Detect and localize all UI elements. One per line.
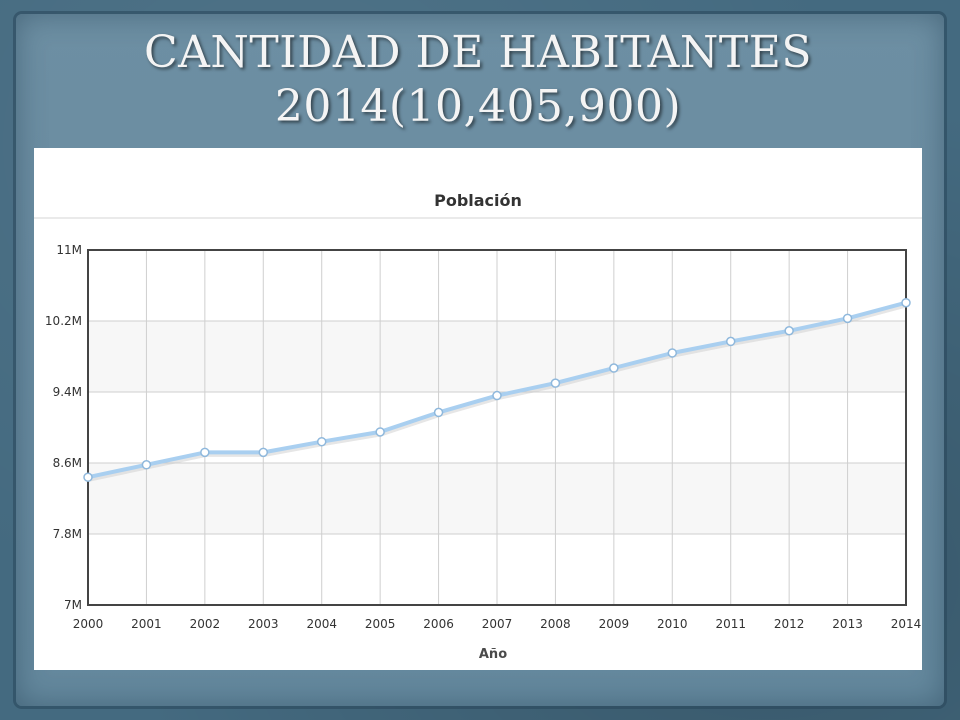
x-tick-label: 2007: [482, 617, 513, 631]
data-point[interactable]: [667, 348, 678, 358]
data-point[interactable]: [141, 460, 152, 470]
x-tick-label: 2001: [131, 617, 162, 631]
x-tick-label: 2003: [248, 617, 279, 631]
data-point[interactable]: [258, 447, 269, 458]
x-tick-label: 2006: [423, 617, 454, 631]
data-point[interactable]: [316, 436, 327, 447]
x-tick-label: 2005: [365, 617, 396, 631]
x-axis-label: Año: [479, 647, 507, 662]
y-tick-label: 9.4M: [53, 385, 82, 399]
x-tick-label: 2000: [73, 617, 104, 631]
y-tick-label: 8.6M: [53, 456, 82, 470]
x-tick-label: 2012: [774, 617, 805, 631]
data-point[interactable]: [842, 313, 853, 324]
slide-title: CANTIDAD DE HABITANTES 2014(10,405,900): [34, 26, 922, 134]
slide-title-line2: 2014(10,405,900): [274, 81, 682, 132]
x-tick-label: 2004: [306, 617, 337, 631]
slide-title-line1: CANTIDAD DE HABITANTES: [143, 27, 813, 78]
y-axis-ticks: 7M 7.8M 8.6M 9.4M 10.2M 11M: [45, 243, 82, 612]
x-tick-label: 2002: [190, 617, 221, 631]
chart-container: Población 7M 7.8M 8.6M 9.4M 10.2M 11M 2000 200…: [34, 148, 922, 670]
x-axis-ticks: 2000 2001 2002 2003 2004 2005 2006 2007 2008 2009…: [73, 617, 922, 631]
data-point[interactable]: [609, 363, 619, 373]
data-point[interactable]: [784, 326, 794, 336]
plot-frame: [87, 249, 907, 606]
data-point[interactable]: [200, 447, 210, 458]
y-tick-label: 11M: [56, 243, 82, 257]
y-tick-label: 10.2M: [45, 314, 82, 328]
y-tick-label: 7M: [64, 598, 82, 612]
x-tick-label: 2010: [657, 617, 688, 631]
series-group: [83, 297, 911, 482]
data-point[interactable]: [550, 378, 561, 388]
data-point[interactable]: [375, 427, 385, 437]
data-point[interactable]: [725, 336, 736, 347]
x-tick-label: 2011: [715, 617, 746, 631]
x-tick-label: 2014: [891, 617, 922, 631]
x-tick-label: 2013: [832, 617, 863, 631]
y-tick-label: 7.8M: [53, 527, 82, 541]
data-point[interactable]: [433, 407, 444, 418]
data-point[interactable]: [901, 297, 911, 308]
data-point[interactable]: [492, 390, 502, 401]
data-point[interactable]: [83, 472, 93, 482]
chart-title: Población: [434, 191, 522, 210]
x-tick-label: 2008: [540, 617, 571, 631]
x-tick-label: 2009: [599, 617, 630, 631]
